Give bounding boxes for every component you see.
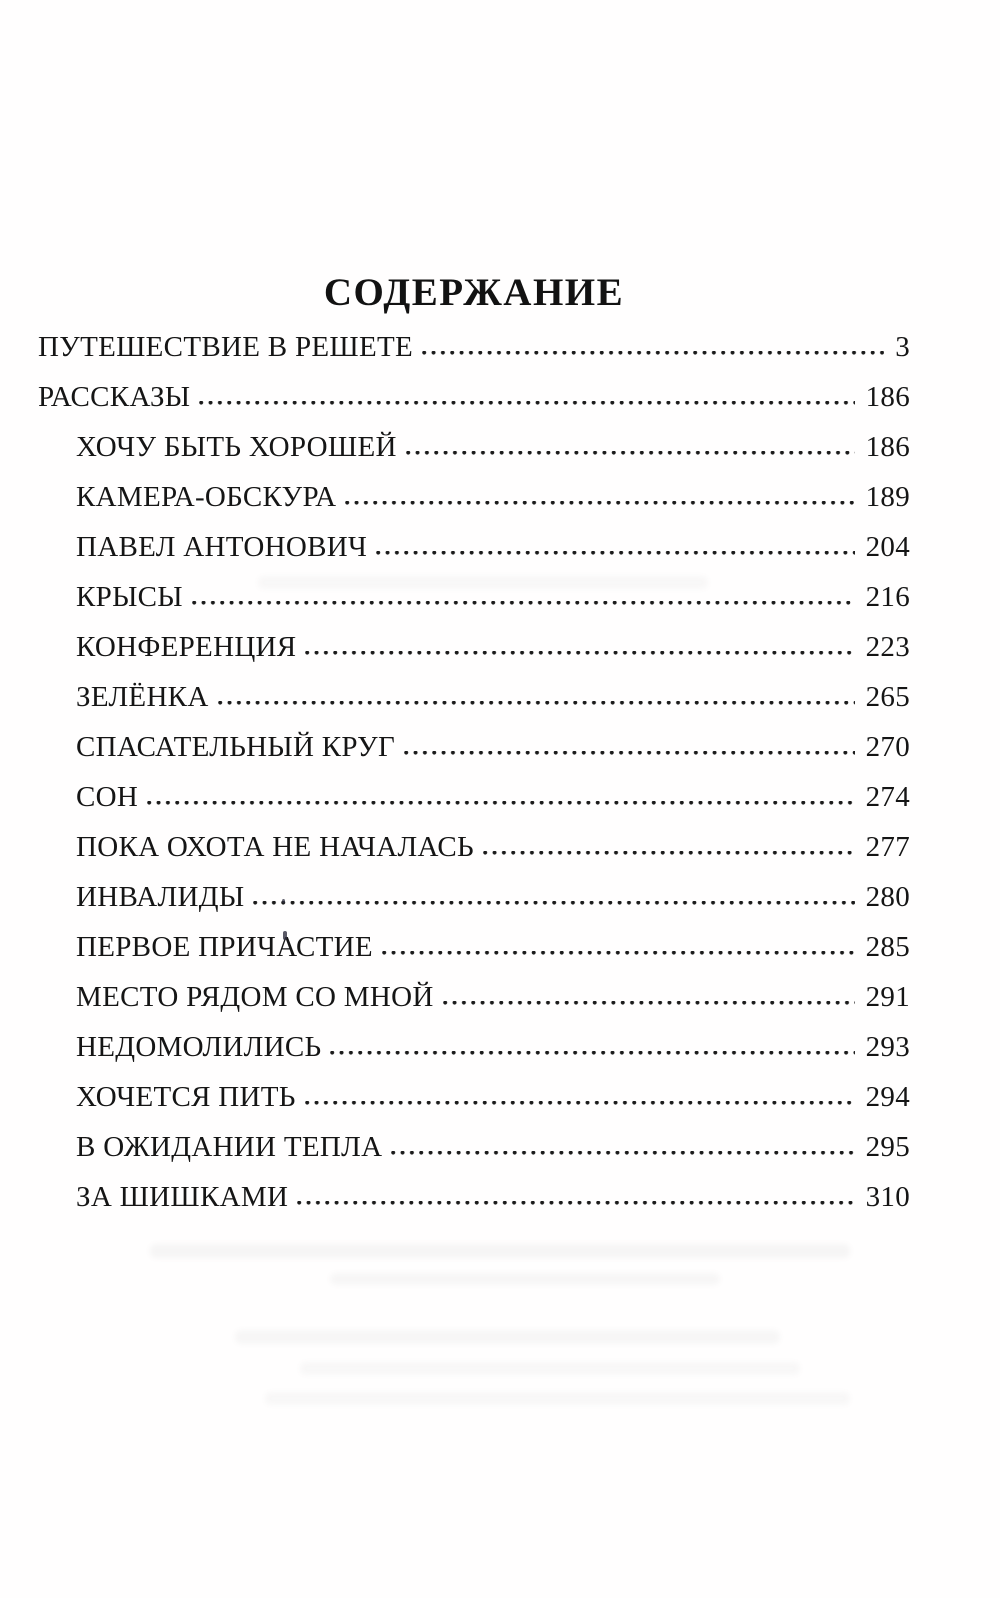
toc-entry-title: МЕСТО РЯДОМ СО МНОЙ <box>76 981 434 1013</box>
dotted-leader <box>253 901 855 906</box>
toc-entry-title: ПЕРВОЕ ПРИЧАСТИЕ <box>76 931 373 963</box>
toc-entry-title: ПАВЕЛ АНТОНОВИЧ <box>76 531 368 563</box>
toc-list: ПУТЕШЕСТВИЕ В РЕШЕТЕ 3 РАССКАЗЫ 186 ХОЧУ… <box>38 322 910 1222</box>
dotted-leader <box>422 351 885 356</box>
dotted-leader <box>199 401 855 406</box>
toc-entry: ПУТЕШЕСТВИЕ В РЕШЕТЕ 3 <box>38 322 910 372</box>
toc-entry-title: РАССКАЗЫ <box>38 381 191 413</box>
page-title: СОДЕРЖАНИЕ <box>323 271 625 315</box>
toc-entry: ИНВАЛИДЫ 280 <box>38 872 910 922</box>
toc-entry-title: ХОЧЕТСЯ ПИТЬ <box>76 1081 296 1113</box>
dotted-leader <box>345 501 855 506</box>
toc-entry-page-number: 270 <box>865 731 910 763</box>
toc-entry-page-number: 216 <box>865 581 910 613</box>
toc-entry: СОН 274 <box>38 772 910 822</box>
dotted-leader <box>391 1151 855 1156</box>
dotted-leader <box>217 701 855 706</box>
bleed-through-artifact <box>265 1392 850 1405</box>
toc-entry-title: СПАСАТЕЛЬНЫЙ КРУГ <box>76 731 396 763</box>
dotted-leader <box>381 951 855 956</box>
toc-entry: ПАВЕЛ АНТОНОВИЧ 204 <box>38 522 910 572</box>
dotted-leader <box>305 651 855 656</box>
toc-entry-page-number: 295 <box>865 1131 910 1163</box>
toc-entry-page-number: 293 <box>865 1031 910 1063</box>
toc-entry-page-number: 310 <box>865 1181 910 1213</box>
dotted-leader <box>442 1001 855 1006</box>
toc-entry-page-number: 294 <box>865 1081 910 1113</box>
toc-entry-title: КРЫСЫ <box>76 581 183 613</box>
dotted-leader <box>147 801 855 806</box>
dotted-leader <box>404 751 855 756</box>
toc-entry-title: В ОЖИДАНИИ ТЕПЛА <box>76 1131 383 1163</box>
toc-entry-page-number: 277 <box>865 831 910 863</box>
toc-entry-page-number: 186 <box>865 381 910 413</box>
dotted-leader <box>376 551 855 556</box>
toc-entry-page-number: 280 <box>865 881 910 913</box>
toc-entry-page-number: 3 <box>895 331 910 363</box>
toc-entry-title: ИНВАЛИДЫ <box>76 881 245 913</box>
toc-entry-page-number: 291 <box>865 981 910 1013</box>
toc-entry: ПЕРВОЕ ПРИЧАСТИЕ 285 <box>38 922 910 972</box>
toc-entry-page-number: 265 <box>865 681 910 713</box>
toc-entry-title: КАМЕРА-ОБСКУРА <box>76 481 337 513</box>
toc-entry: КОНФЕРЕНЦИЯ 223 <box>38 622 910 672</box>
toc-entry: ХОЧУ БЫТЬ ХОРОШЕЙ 186 <box>38 422 910 472</box>
toc-entry: ЗЕЛЁНКА 265 <box>38 672 910 722</box>
toc-entry-title: КОНФЕРЕНЦИЯ <box>76 631 297 663</box>
toc-entry-title: ПОКА ОХОТА НЕ НАЧАЛАСЬ <box>76 831 474 863</box>
toc-entry-page-number: 285 <box>865 931 910 963</box>
toc-entry-page-number: 186 <box>865 431 910 463</box>
toc-entry-title: СОН <box>76 781 139 813</box>
bleed-through-artifact <box>150 1244 850 1258</box>
toc-entry-page-number: 274 <box>865 781 910 813</box>
toc-entry-page-number: 223 <box>865 631 910 663</box>
toc-entry-title: ЗЕЛЁНКА <box>76 681 209 713</box>
toc-entry: ПОКА ОХОТА НЕ НАЧАЛАСЬ 277 <box>38 822 910 872</box>
dotted-leader <box>191 601 855 606</box>
dotted-leader <box>297 1201 855 1206</box>
bleed-through-artifact <box>235 1330 780 1344</box>
toc-entry: В ОЖИДАНИИ ТЕПЛА 295 <box>38 1122 910 1172</box>
dotted-leader <box>304 1101 855 1106</box>
toc-entry-title: ПУТЕШЕСТВИЕ В РЕШЕТЕ <box>38 331 414 363</box>
dotted-leader <box>482 851 855 856</box>
toc-entry-title: ХОЧУ БЫТЬ ХОРОШЕЙ <box>76 431 397 463</box>
toc-entry-page-number: 204 <box>865 531 910 563</box>
toc-entry-title: НЕДОМОЛИЛИСЬ <box>76 1031 322 1063</box>
toc-entry: РАССКАЗЫ 186 <box>38 372 910 422</box>
toc-entry: МЕСТО РЯДОМ СО МНОЙ 291 <box>38 972 910 1022</box>
toc-entry: ХОЧЕТСЯ ПИТЬ 294 <box>38 1072 910 1122</box>
toc-entry: ЗА ШИШКАМИ 310 <box>38 1172 910 1222</box>
toc-entry: СПАСАТЕЛЬНЫЙ КРУГ 270 <box>38 722 910 772</box>
toc-entry-title: ЗА ШИШКАМИ <box>76 1181 289 1213</box>
dotted-leader <box>330 1051 855 1056</box>
toc-entry: НЕДОМОЛИЛИСЬ 293 <box>38 1022 910 1072</box>
toc-entry-page-number: 189 <box>865 481 910 513</box>
bleed-through-artifact <box>330 1273 720 1285</box>
toc-entry: КРЫСЫ 216 <box>38 572 910 622</box>
toc-entry: КАМЕРА-ОБСКУРА 189 <box>38 472 910 522</box>
dotted-leader <box>405 451 855 456</box>
bleed-through-artifact <box>300 1362 800 1375</box>
